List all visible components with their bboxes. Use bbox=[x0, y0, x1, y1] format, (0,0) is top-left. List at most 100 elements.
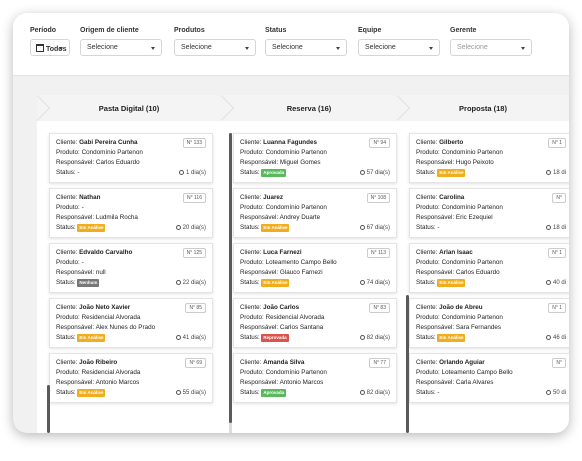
field-label: Responsável: bbox=[56, 214, 95, 221]
filter-label: Equipe bbox=[358, 27, 382, 34]
elapsed-days-value: 57 dia(s) bbox=[366, 170, 390, 176]
elapsed-days-value: 55 dia(s) bbox=[182, 390, 206, 396]
field-label: Responsável: bbox=[416, 159, 455, 166]
filter-select[interactable]: Selecione bbox=[80, 39, 162, 56]
kanban-card[interactable]: Cliente: João Ribeiro Produto: Residencia… bbox=[49, 353, 213, 403]
filter-select[interactable]: Selecione bbox=[265, 39, 347, 56]
clock-icon bbox=[545, 170, 551, 175]
elapsed-days-value: 41 dia(s) bbox=[182, 335, 206, 341]
field-value: Carlos Santana bbox=[279, 324, 324, 331]
status-line: Status: - bbox=[56, 168, 206, 178]
product-line: Produto: Condomínio Partenon bbox=[416, 313, 566, 323]
product-line: Produto: Loteamento Campo Bello bbox=[416, 368, 566, 378]
field-value: Condomínio Partenon bbox=[441, 314, 503, 321]
status-line: Status: Em Análise bbox=[56, 388, 206, 398]
filter-select[interactable]: Selecione bbox=[450, 39, 532, 56]
kanban-card[interactable]: Cliente: João Neto Xavier Produto: Reside… bbox=[49, 298, 213, 348]
field-label: Status: bbox=[240, 224, 260, 231]
status-line: Status: Nenhum bbox=[56, 278, 206, 288]
field-label: Responsável: bbox=[240, 379, 279, 386]
responsible-line: Responsável: Sara Fernandes bbox=[416, 323, 566, 333]
client-line: Cliente: Orlando Aguiar bbox=[416, 358, 566, 368]
card-number-badge: N° 77 bbox=[369, 358, 390, 368]
elapsed-days-value: 50 di bbox=[552, 390, 566, 396]
clock-icon bbox=[359, 390, 365, 395]
clock-icon bbox=[178, 170, 184, 175]
filter-origem-cliente: Origem de cliente Selecione bbox=[80, 27, 162, 56]
kanban-card[interactable]: Cliente: Edvaldo Carvalho Produto: - Respo… bbox=[49, 243, 213, 293]
chevron-right-icon bbox=[397, 96, 409, 120]
kanban-card[interactable]: Cliente: Orlando Aguiar Produto: Loteamen… bbox=[409, 353, 569, 403]
filter-bar: Período Todos Origem de cliente Selecione Pr… bbox=[13, 13, 569, 76]
field-label: Responsável: bbox=[56, 269, 95, 276]
field-value: Ludmila Rocha bbox=[95, 214, 138, 221]
card-number-badge: N° 69 bbox=[185, 358, 206, 368]
filter-select[interactable]: Selecione bbox=[358, 39, 440, 56]
kanban-card[interactable]: Cliente: Gabi Pereira Cunha Produto: Cond… bbox=[49, 133, 213, 183]
filter-select-value: Selecione bbox=[87, 44, 118, 51]
field-label: Status: bbox=[56, 389, 76, 396]
field-label: Status: bbox=[416, 334, 436, 341]
kanban-card[interactable]: Cliente: Nathan Produto: - Responsável: Lu… bbox=[49, 188, 213, 238]
kanban-card[interactable]: Cliente: Arlan Isaac Produto: Condomínio … bbox=[409, 243, 569, 293]
kanban-card[interactable]: Cliente: Luca Farnezi Produto: Loteamento… bbox=[233, 243, 397, 293]
filter-select[interactable]: Selecione bbox=[174, 39, 256, 56]
elapsed-days-value: 18 di bbox=[552, 225, 566, 231]
status-badge: Em Análise bbox=[77, 224, 106, 232]
clock-icon bbox=[359, 335, 365, 340]
clock-icon bbox=[175, 335, 181, 340]
filter-select[interactable]: Todos bbox=[30, 39, 70, 56]
field-label: Produto: bbox=[416, 149, 440, 156]
kanban-card[interactable]: Cliente: Amanda Silva Produto: Condomínio… bbox=[233, 353, 397, 403]
responsible-line: Responsável: Carla Alvares bbox=[416, 378, 566, 388]
field-value: Amanda Silva bbox=[263, 359, 305, 366]
field-label: Produto: bbox=[56, 204, 80, 211]
status-line: Status: Em Análise bbox=[416, 168, 566, 178]
elapsed-days-value: 1 dia(s) bbox=[185, 170, 206, 176]
filter-label: Período bbox=[30, 27, 57, 34]
field-value: Alex Nunes do Prado bbox=[95, 324, 156, 331]
field-label: Responsável: bbox=[416, 269, 455, 276]
field-label: Responsável: bbox=[416, 379, 455, 386]
status-value: - bbox=[77, 169, 80, 176]
app-window: Período Todos Origem de cliente Selecione Pr… bbox=[13, 13, 569, 433]
kanban-card[interactable]: Cliente: Gilberto Produto: Condomínio Par… bbox=[409, 133, 569, 183]
kanban-card[interactable]: Cliente: Juarez Produto: Condomínio Parte… bbox=[233, 188, 397, 238]
elapsed-days-value: 82 dia(s) bbox=[366, 335, 390, 341]
kanban-card[interactable]: Cliente: Carolina Produto: Condomínio Par… bbox=[409, 188, 569, 238]
product-line: Produto: Condomínio Partenon bbox=[240, 148, 390, 158]
field-value: Condomínio Partenon bbox=[265, 369, 327, 376]
elapsed-days: 55 dia(s) bbox=[175, 389, 206, 397]
field-label: Responsável: bbox=[240, 324, 279, 331]
clock-icon bbox=[545, 225, 551, 230]
elapsed-days: 40 di bbox=[545, 279, 566, 287]
field-label: Produto: bbox=[240, 204, 264, 211]
scrollbar-thumb[interactable] bbox=[406, 295, 409, 433]
client-line: Cliente: Luanna Fagundes bbox=[240, 138, 390, 148]
filter-select-value: Selecione bbox=[272, 44, 303, 51]
kanban-board: Pasta Digital (10) Cliente: Gabi Pereira … bbox=[37, 95, 569, 433]
caret-down-icon bbox=[59, 47, 63, 50]
status-value: - bbox=[437, 224, 440, 231]
card-number-badge: N° 94 bbox=[369, 138, 390, 148]
field-value: João Neto Xavier bbox=[79, 304, 131, 311]
kanban-card[interactable]: Cliente: Luanna Fagundes Produto: Condomí… bbox=[233, 133, 397, 183]
field-value: Carolina bbox=[439, 194, 465, 201]
field-label: Cliente: bbox=[56, 304, 78, 311]
clock-icon bbox=[175, 280, 181, 285]
responsible-line: Responsável: Carlos Santana bbox=[240, 323, 390, 333]
field-label: Cliente: bbox=[240, 139, 262, 146]
card-number-badge: N° 1 bbox=[548, 303, 566, 313]
field-label: Produto: bbox=[240, 314, 264, 321]
field-label: Produto: bbox=[56, 259, 80, 266]
field-label: Produto: bbox=[56, 369, 80, 376]
elapsed-days-value: 22 dia(s) bbox=[182, 280, 206, 286]
filter-select-value: Selecione bbox=[457, 44, 488, 51]
scrollbar-thumb[interactable] bbox=[229, 133, 232, 423]
kanban-card[interactable]: Cliente: João Carlos Produto: Residencial… bbox=[233, 298, 397, 348]
scrollbar-thumb[interactable] bbox=[47, 385, 50, 433]
field-label: Responsável: bbox=[240, 214, 279, 221]
filter-periodo: Período Todos bbox=[30, 27, 70, 56]
client-line: Cliente: Carolina bbox=[416, 193, 566, 203]
kanban-card[interactable]: Cliente: João de Abreu Produto: Condomíni… bbox=[409, 298, 569, 348]
